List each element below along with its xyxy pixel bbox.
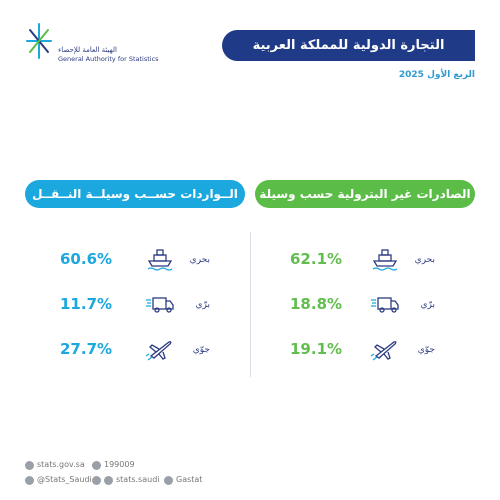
share: 18.8% [290, 295, 343, 313]
title: التجارة الدولية للمملكة العربية السعودية [222, 30, 475, 84]
icon-app [164, 476, 173, 485]
icon-social [92, 476, 101, 485]
org-en: General Authority for Statistics [58, 55, 159, 63]
mode: برّي [195, 300, 210, 310]
icon-web [25, 461, 34, 470]
share: 19.1% [290, 340, 343, 358]
share: 62.1% [290, 250, 343, 268]
org-ar: الهيئة العامة للإحصاء [58, 46, 117, 54]
mode: جوّي [417, 345, 435, 355]
logo-mark [26, 23, 52, 59]
social: stats.saudi [116, 475, 160, 484]
icon-phone [92, 461, 101, 470]
imports-title: الــواردات حســب وسيلــة النــقــل [25, 180, 245, 208]
website: stats.gov.sa [37, 460, 85, 469]
exports-title: الصادرات غير البترولية حسب وسيلة النقل [255, 180, 475, 229]
share: 60.6% [60, 250, 113, 268]
mode: بحري [414, 255, 435, 265]
mode: جوّي [192, 345, 210, 355]
icon-twitter [25, 476, 34, 485]
icon-social [104, 476, 113, 485]
share: 27.7% [60, 340, 113, 358]
app: Gastat [176, 475, 203, 484]
mode: بحري [189, 255, 210, 265]
twitter: @Stats_Saudi [37, 475, 92, 484]
phone: 199009 [104, 460, 135, 469]
mode: برّي [420, 300, 435, 310]
period: الربع الأول 2025 [398, 70, 475, 80]
divider [250, 232, 251, 377]
share: 11.7% [60, 295, 113, 313]
